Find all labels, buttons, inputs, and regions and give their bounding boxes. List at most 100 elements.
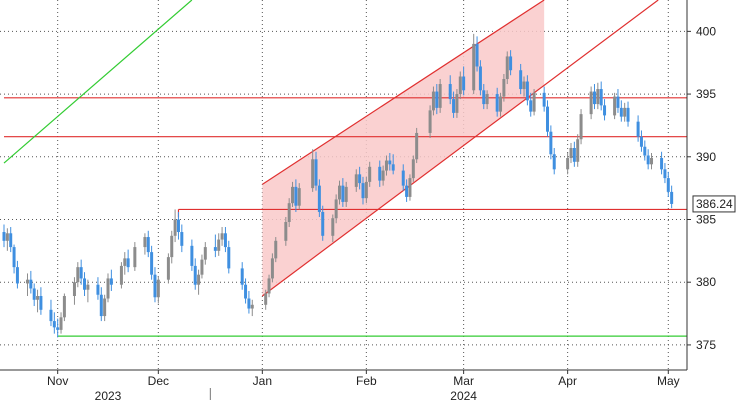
candle-body [294,186,298,206]
candle-body [213,247,217,251]
candle-body [29,279,33,289]
candle-body [639,136,643,147]
candle-body [616,96,620,108]
candle-body [150,252,154,275]
candle-body [532,92,536,112]
candle-body [284,222,288,241]
candle-body [378,166,382,181]
candle-body [270,258,274,279]
candle-body [240,268,244,285]
candle-body [297,188,301,206]
candle-body [200,259,204,275]
candle-body [274,240,278,259]
candle-body [2,232,6,241]
candle-body [448,84,452,100]
candle-body [153,274,157,298]
candle-body [569,148,573,159]
candle-body [552,154,556,170]
candle-body [62,296,66,318]
candle-body [579,114,583,140]
candle-body [613,96,617,116]
candle-body [193,265,197,285]
candle-body [247,298,251,309]
candle-body [267,278,271,294]
x-tick-label: Nov [47,374,68,388]
candle-body [227,247,231,269]
x-year-label: 2023 [95,389,122,402]
candle-body [36,296,40,300]
candle-body [381,170,385,181]
x-tick-label: Dec [148,374,169,388]
candle-body [660,158,664,170]
y-tick-label: 380 [696,275,716,289]
candle-body [592,91,596,105]
candle-body [462,76,466,91]
trend-line [3,0,193,164]
candle-body [646,155,650,165]
x-tick-label: Feb [356,374,377,388]
candle-body [56,327,60,330]
y-tick-label: 395 [696,87,716,101]
candle-body [223,233,227,248]
candle-body [15,267,19,284]
candle-body [525,81,529,101]
y-tick-label: 385 [696,212,716,226]
candle-body [458,76,462,95]
candle-body [522,81,526,90]
candle-body [76,267,80,283]
candle-body [435,91,439,108]
candle-body [364,181,368,199]
candle-body [455,94,459,113]
candle-body [146,237,150,253]
candle-body [358,174,362,184]
candle-body [317,185,321,212]
candle-body [123,258,127,266]
candle-body [542,92,546,107]
candle-body [452,99,456,113]
y-tick-label: 375 [696,338,716,352]
reference-lines [3,0,687,337]
candle-body [287,203,291,222]
candle-body [546,106,550,132]
candle-body [603,105,607,116]
candle-body [96,284,100,295]
candle-body [505,56,509,80]
x-year-label: 2024 [450,389,477,402]
candle-body [99,294,103,317]
candle-body [650,158,654,165]
candle-body [549,131,553,155]
candle-body [623,107,627,117]
candle-body [572,148,576,162]
candle-body [133,247,137,268]
candle-body [119,265,123,285]
candle-body [415,132,419,160]
candle-body [344,186,348,202]
candle-body [173,219,177,236]
candle-body [109,278,113,285]
candle-body [666,178,670,192]
candle-body [156,279,160,298]
price-channel [261,0,659,297]
price-label-box [692,195,736,213]
candle-body [431,91,435,111]
candle-body [190,245,194,266]
candle-body [401,170,405,186]
candle-body [341,185,345,202]
candle-body [39,296,43,310]
candle-body [143,237,147,248]
candle-body [391,164,395,171]
x-tick-label: Apr [558,374,577,388]
candle-body [589,91,593,115]
candle-body [636,121,640,137]
candle-body [519,70,523,90]
candle-body [106,278,110,299]
x-tick-label: May [657,374,680,388]
candle-body [405,185,409,197]
candle-body [499,96,503,112]
candle-body [9,233,13,248]
channel-upper-line [262,0,545,185]
candle-body [509,56,513,71]
